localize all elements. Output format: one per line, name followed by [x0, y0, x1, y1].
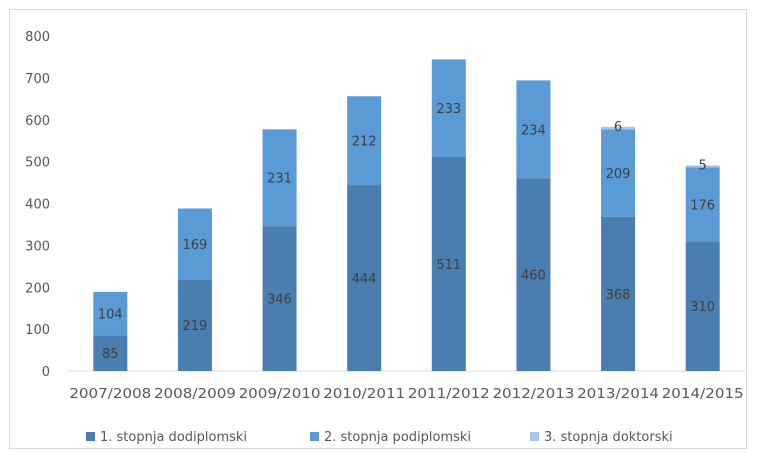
x-tick-label: 2013/2014: [577, 387, 659, 402]
data-label: 6: [614, 120, 622, 135]
data-label: 346: [267, 293, 292, 308]
y-tick-label: 200: [25, 281, 50, 296]
y-tick-label: 600: [25, 114, 50, 129]
y-tick-label: 500: [25, 156, 50, 171]
x-tick-label: 2012/2013: [492, 387, 574, 402]
data-label: 212: [352, 135, 377, 150]
data-label: 511: [436, 258, 461, 273]
data-label: 368: [606, 288, 631, 303]
data-label: 5: [699, 158, 707, 173]
legend-label: 2. stopnja podiplomski: [324, 430, 471, 445]
bar-segment-series-2: [93, 291, 128, 336]
data-label: 444: [352, 272, 377, 287]
data-label: 85: [102, 347, 119, 362]
x-tick-label: 2014/2015: [662, 387, 744, 402]
bar-segment-series-2: [601, 129, 636, 217]
bar-segment-series-2: [347, 96, 382, 186]
bar-segment-series-2: [516, 80, 551, 179]
bar-segment-series-2: [177, 208, 212, 280]
bar-segment-series-1: [93, 335, 128, 371]
bar-segment-series-1: [601, 216, 636, 371]
bar-segment-series-3: [601, 126, 636, 130]
bar-segment-series-2: [685, 167, 720, 242]
bars: 85 104 219 169 346 231 444 212 511 233 460 234 368 20…: [93, 59, 720, 371]
bar-segment-series-1: [431, 157, 466, 371]
bar-segment-series-1: [516, 178, 551, 371]
y-tick-label: 100: [25, 323, 50, 338]
legend-swatch: [86, 432, 95, 441]
x-tick-label: 2010/2011: [323, 387, 405, 402]
bar-segment-series-1: [685, 241, 720, 371]
y-axis: 0 100 200 300 400 500 600 700 800: [25, 30, 50, 380]
legend: 1. stopnja dodiplomski 2. stopnja podiplo…: [86, 430, 673, 445]
y-tick-label: 700: [25, 72, 50, 87]
data-label: 219: [183, 319, 208, 334]
y-tick-label: 800: [25, 30, 50, 45]
legend-label: 3. stopnja doktorski: [544, 430, 673, 445]
data-label: 234: [521, 123, 546, 138]
x-axis: 2007/2008 2008/2009 2009/2010 2010/2011 2011…: [69, 387, 743, 402]
x-tick-label: 2009/2010: [239, 387, 321, 402]
y-tick-label: 300: [25, 239, 50, 254]
data-label: 209: [606, 167, 631, 182]
data-label: 104: [98, 308, 123, 323]
data-label: 231: [267, 172, 292, 187]
data-label: 460: [521, 269, 546, 284]
x-tick-label: 2008/2009: [154, 387, 236, 402]
y-tick-label: 0: [42, 365, 50, 380]
data-label: 169: [183, 238, 208, 253]
bar-segment-series-2: [262, 129, 297, 227]
legend-label: 1. stopnja dodiplomski: [100, 430, 247, 445]
legend-swatch: [310, 432, 319, 441]
bar-segment-series-3: [685, 165, 720, 168]
bar-segment-series-1: [347, 185, 382, 371]
bar-segment-series-1: [262, 226, 297, 371]
data-label: 233: [436, 102, 461, 117]
x-tick-label: 2011/2012: [408, 387, 490, 402]
legend-swatch: [530, 432, 539, 441]
data-label: 176: [690, 198, 715, 213]
x-tick-label: 2007/2008: [69, 387, 151, 402]
bar-segment-series-2: [431, 59, 466, 158]
data-label: 310: [690, 300, 715, 315]
bar-segment-series-1: [177, 279, 212, 371]
y-tick-label: 400: [25, 198, 50, 213]
